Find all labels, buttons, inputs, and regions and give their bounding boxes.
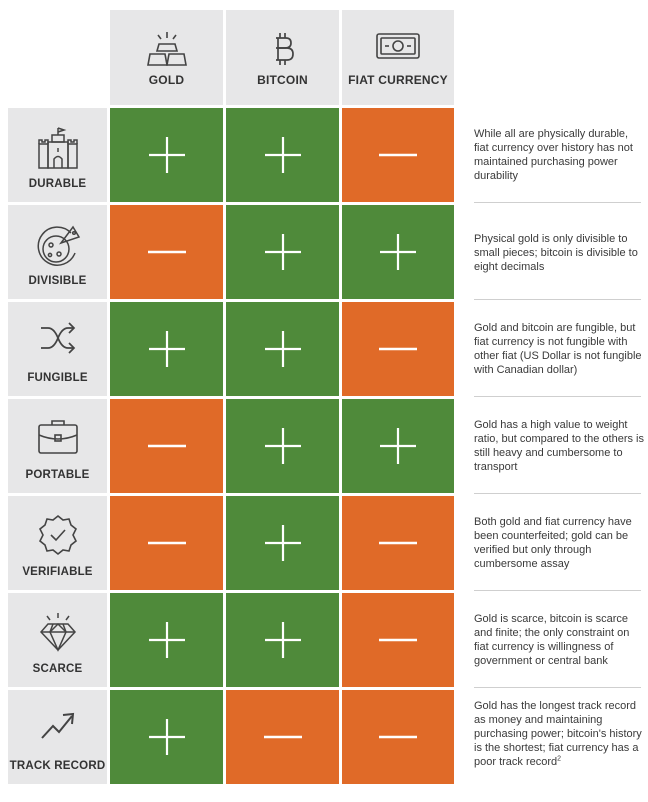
note-durable: While all are physically durable, fiat c… xyxy=(474,128,633,182)
minus-icon xyxy=(147,444,186,448)
separator xyxy=(474,299,641,300)
row-label-verifiable: VERIFIABLE xyxy=(8,496,107,590)
row-label-text: DURABLE xyxy=(28,178,87,190)
separator xyxy=(474,590,641,591)
cell-durable-bitcoin xyxy=(226,108,339,202)
plus-icon xyxy=(148,622,185,658)
cell-divisible-gold xyxy=(110,205,223,299)
row-label-scarce: SCARCE xyxy=(8,593,107,687)
cell-fungible-bitcoin xyxy=(226,302,339,396)
row-label-text: TRACK RECORD xyxy=(9,760,106,772)
cell-scarce-gold xyxy=(110,593,223,687)
minus-icon xyxy=(379,347,417,351)
plus-icon xyxy=(264,137,301,173)
verified-badge-icon xyxy=(38,514,77,556)
row-label-text: PORTABLE xyxy=(25,469,90,481)
briefcase-icon xyxy=(37,420,78,454)
row-label-text: SCARCE xyxy=(32,663,83,675)
plus-icon xyxy=(264,525,301,561)
note-fungible: Gold and bitcoin are fungible, but fiat … xyxy=(474,322,642,376)
plus-icon xyxy=(264,234,301,270)
diamond-icon xyxy=(39,613,76,652)
minus-icon xyxy=(379,541,417,545)
header-gold: GOLD xyxy=(110,10,223,105)
row-label-portable: PORTABLE xyxy=(8,399,107,493)
cell-scarce-bitcoin xyxy=(226,593,339,687)
header-fiat: FIAT CURRENCY xyxy=(342,10,454,105)
minus-icon xyxy=(379,735,417,739)
row-label-fungible: FUNGIBLE xyxy=(8,302,107,396)
cell-divisible-bitcoin xyxy=(226,205,339,299)
cell-portable-bitcoin xyxy=(226,399,339,493)
minus-icon xyxy=(263,735,302,739)
row-label-text: DIVISIBLE xyxy=(28,275,87,287)
cell-track-record-bitcoin xyxy=(226,690,339,784)
minus-icon xyxy=(147,250,186,254)
column-label: FIAT CURRENCY xyxy=(348,73,448,87)
plus-icon xyxy=(148,137,185,173)
separator xyxy=(474,396,641,397)
row-label-text: FUNGIBLE xyxy=(27,372,88,384)
cell-verifiable-bitcoin xyxy=(226,496,339,590)
plus-icon xyxy=(264,622,301,658)
note-track-record: Gold has the longest track record as mon… xyxy=(474,699,644,769)
row-label-track-record: TRACK RECORD xyxy=(8,690,107,784)
column-label: BITCOIN xyxy=(257,73,308,87)
minus-icon xyxy=(379,638,417,642)
banknote-icon xyxy=(376,33,420,59)
shuffle-icon xyxy=(40,322,75,354)
cell-track-record-fiat xyxy=(342,690,454,784)
cell-durable-gold xyxy=(110,108,223,202)
cell-portable-fiat xyxy=(342,399,454,493)
castle-icon xyxy=(37,127,78,169)
row-label-divisible: DIVISIBLE xyxy=(8,205,107,299)
minus-icon xyxy=(379,153,417,157)
cell-portable-gold xyxy=(110,399,223,493)
row-label-durable: DURABLE xyxy=(8,108,107,202)
footnote-marker: 2 xyxy=(557,755,562,763)
header-bitcoin: BITCOIN xyxy=(226,10,339,105)
cell-durable-fiat xyxy=(342,108,454,202)
separator xyxy=(474,493,641,494)
cell-fungible-fiat xyxy=(342,302,454,396)
note-portable: Gold has a high value to weight ratio, b… xyxy=(474,419,644,473)
gold-bars-icon xyxy=(146,32,187,66)
column-label: GOLD xyxy=(148,73,185,87)
separator xyxy=(474,687,641,688)
cell-scarce-fiat xyxy=(342,593,454,687)
cell-verifiable-fiat xyxy=(342,496,454,590)
note-divisible: Physical gold is only divisible to small… xyxy=(474,233,638,273)
row-label-text: VERIFIABLE xyxy=(22,566,93,578)
plus-icon xyxy=(148,719,185,755)
trend-up-icon xyxy=(40,712,74,739)
separator xyxy=(474,202,641,203)
cell-divisible-fiat xyxy=(342,205,454,299)
cell-verifiable-gold xyxy=(110,496,223,590)
plus-icon xyxy=(264,428,301,464)
plus-icon xyxy=(264,331,301,367)
note-verifiable: Both gold and fiat currency have been co… xyxy=(474,516,632,570)
bitcoin-icon xyxy=(275,33,294,65)
pizza-icon xyxy=(37,225,80,266)
plus-icon xyxy=(380,234,416,270)
note-text: Gold has the longest track record as mon… xyxy=(474,700,642,768)
plus-icon xyxy=(148,331,185,367)
cell-fungible-gold xyxy=(110,302,223,396)
plus-icon xyxy=(380,428,416,464)
note-scarce: Gold is scarce, bitcoin is scarce and fi… xyxy=(474,613,630,667)
cell-track-record-gold xyxy=(110,690,223,784)
minus-icon xyxy=(147,541,186,545)
